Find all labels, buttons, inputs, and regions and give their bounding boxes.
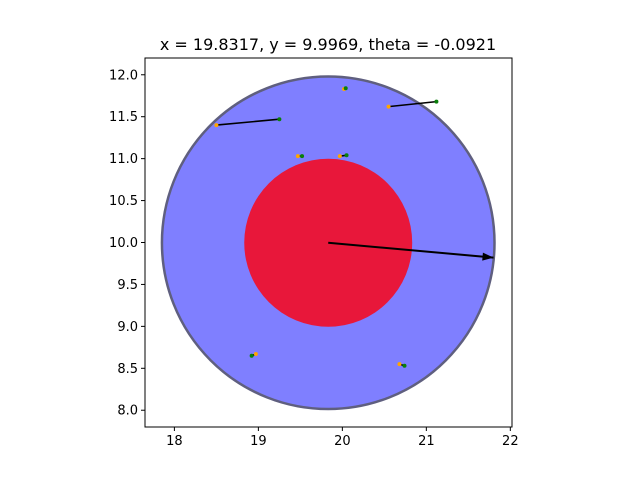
particle-start-point (397, 362, 402, 367)
y-tick-label: 9.0 (117, 320, 138, 335)
y-tick-label: 8.5 (117, 362, 138, 377)
particle-end-point (344, 153, 349, 158)
heading-line (328, 241, 494, 259)
chart-title: x = 19.8317, y = 9.9969, theta = -0.0921 (160, 35, 496, 54)
particle-end-point (434, 99, 439, 104)
heading-arrowhead (482, 252, 494, 261)
y-tick-label: 12.0 (109, 68, 138, 83)
particle-line (388, 100, 437, 108)
particle-end-point (343, 86, 348, 91)
x-tick-label: 20 (334, 434, 351, 449)
y-tick-label: 9.5 (117, 278, 138, 293)
particle-end-point (402, 363, 407, 368)
x-tick-label: 21 (418, 434, 435, 449)
x-tick-label: 19 (250, 434, 267, 449)
particle-start-point (337, 154, 342, 159)
x-tick-label: 22 (502, 434, 519, 449)
x-axis: 18 19 20 21 22 (166, 427, 519, 449)
particle-start-point (214, 123, 219, 128)
plot-area (160, 75, 496, 411)
y-tick-label: 11.0 (109, 152, 138, 167)
particle-end-point (277, 117, 282, 122)
particle-end-point (300, 154, 305, 159)
y-tick-label: 10.0 (109, 236, 138, 251)
y-axis: 8.0 8.5 9.0 9.5 10.0 10.5 11.0 11.5 12.0 (109, 68, 145, 419)
particle-end-point (249, 353, 254, 358)
y-tick-label: 11.5 (109, 110, 138, 125)
particle-line (216, 118, 280, 126)
y-tick-label: 8.0 (117, 404, 138, 419)
particle-start-point (295, 154, 300, 159)
particle-start-point (386, 104, 391, 109)
y-tick-label: 10.5 (109, 194, 138, 209)
particle-start-point (253, 352, 258, 357)
x-tick-label: 18 (166, 434, 183, 449)
